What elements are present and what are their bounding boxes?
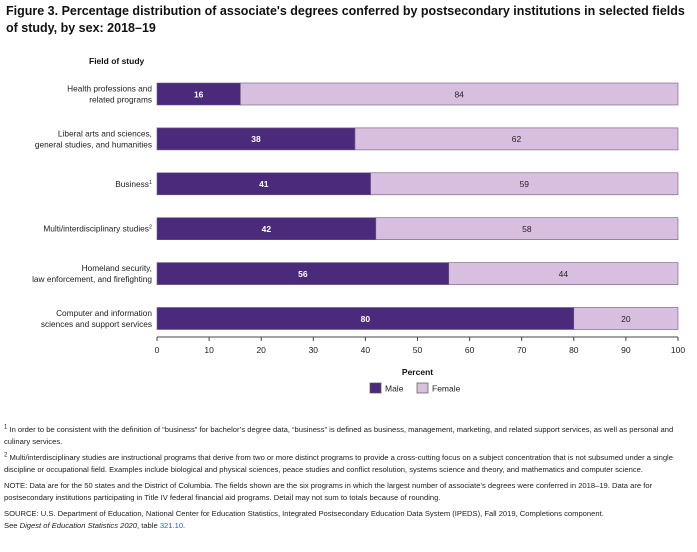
x-tick-label-10: 10 [204,345,214,355]
x-tick-label-80: 80 [569,345,579,355]
table-text: , table [137,521,158,530]
data-label-male-1: 38 [251,134,261,144]
x-tick-label-30: 30 [309,345,319,355]
stacked-bar-chart: Field of study 16 84 Health professions and… [32,56,685,394]
footnote-2-text: Multi/interdisciplinary studies are inst… [4,453,673,474]
x-tick-label-0: 0 [155,345,160,355]
legend-label-female: Female [432,384,461,394]
data-label-male-5: 80 [361,314,371,324]
bar-female-1 [354,127,679,151]
data-label-male-3: 42 [262,224,272,234]
category-label-4: Homeland security, law enforcement, and f… [32,263,152,284]
table-link[interactable]: 321.10 [159,521,184,530]
x-tick-label-70: 70 [517,345,527,355]
period: . [183,521,186,530]
footnote-1: 1 In order to be consistent with the def… [4,424,694,448]
data-label-male-4: 56 [298,269,308,279]
category-label-5: Computer and information sciences and sup… [41,308,153,329]
category-label-3: Multi/interdisciplinary studies2 [43,224,152,234]
x-tick-label-100: 100 [671,345,685,355]
footnote-1-text: In order to be consistent with the defin… [4,425,674,446]
x-tick-label-90: 90 [621,345,631,355]
data-label-female-2: 59 [520,179,530,189]
data-label-male-2: 41 [259,179,269,189]
footnote-2-mark: 2 [4,452,8,459]
legend-label-male: Male [385,384,404,394]
legend-swatch-female [416,382,429,394]
x-tick-label-20: 20 [256,345,266,355]
figure-title: Figure 3. Percentage distribution of ass… [6,4,685,35]
category-label-2: Business1 [115,179,152,189]
data-label-female-4: 44 [559,269,569,279]
data-label-female-1: 62 [512,134,522,144]
source: SOURCE: U.S. Department of Education, Na… [4,508,694,532]
x-tick-label-40: 40 [361,345,371,355]
source-text: U.S. Department of Education, National C… [40,509,604,518]
note-text: Data are for the 50 states and the Distr… [4,481,653,502]
category-label-1: Liberal arts and sciences, general studie… [35,128,152,149]
footnotes: 1 In order to be consistent with the def… [4,424,694,536]
data-label-female-0: 84 [454,89,464,99]
bar-female-4 [448,262,679,285]
bar-female-5 [573,307,679,330]
footnote-2: 2 Multi/interdisciplinary studies are in… [4,452,694,476]
digest-title: Digest of Education Statistics 2020 [19,521,137,530]
category-label-0: Health professions and related programs [67,84,152,105]
data-label-male-0: 16 [194,89,204,99]
bar-female-3 [375,217,679,240]
note-label: NOTE: [4,481,28,490]
x-tick-label-50: 50 [413,345,423,355]
data-label-female-3: 58 [522,224,532,234]
data-label-female-5: 20 [621,314,631,324]
see-text: See [4,521,18,530]
footnote-1-mark: 1 [4,424,8,431]
legend-swatch-male [369,382,382,394]
category-axis-title: Field of study [89,56,145,66]
source-label: SOURCE: [4,509,39,518]
bar-female-0 [240,82,679,106]
x-tick-label-60: 60 [465,345,475,355]
bar-female-2 [370,172,679,196]
x-axis-title: Percent [402,367,433,377]
note: NOTE: Data are for the 50 states and the… [4,480,694,504]
